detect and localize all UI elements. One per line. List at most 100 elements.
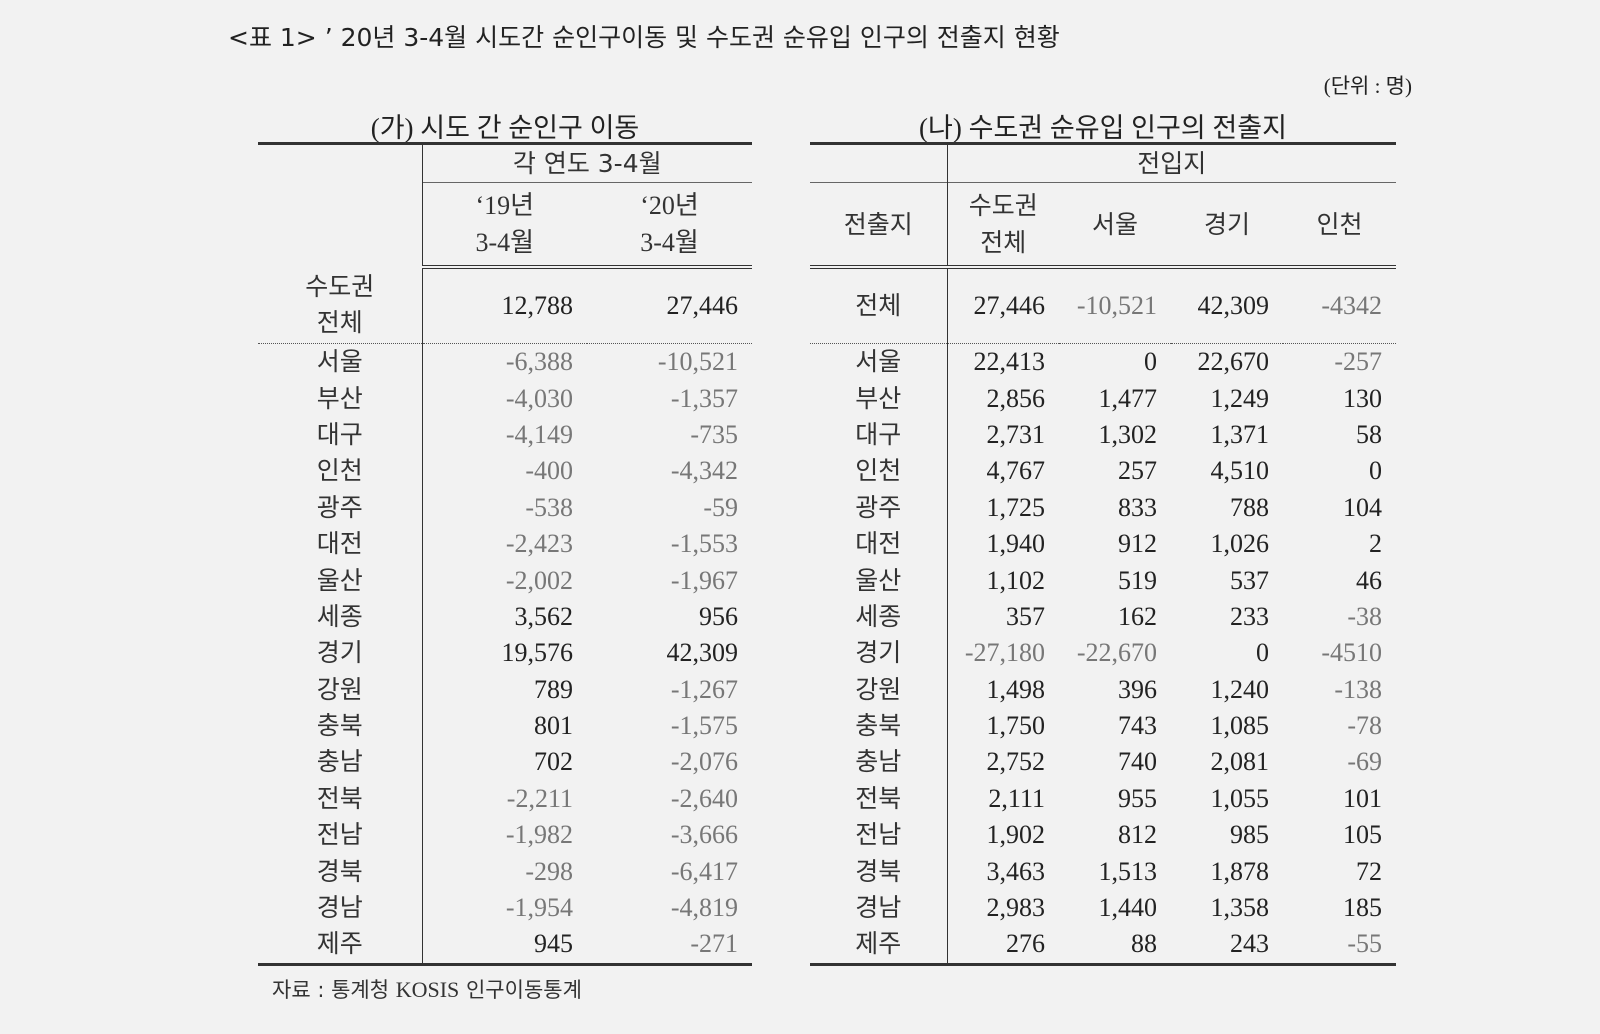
table-row: 부산 2,856 1,477 1,249 130 xyxy=(810,380,1396,417)
value-incheon: -55 xyxy=(1283,926,1396,966)
value-2020: -1,575 xyxy=(670,711,738,741)
region-label: 대구 xyxy=(258,416,423,454)
value-2019: 19,576 xyxy=(501,638,574,668)
origin-label: 강원 xyxy=(810,671,948,708)
table-row: 울산 -2,002 -1,967 xyxy=(258,562,752,599)
region-label: 제주 xyxy=(258,926,423,966)
origin-label: 전남 xyxy=(810,817,948,854)
value-2020: -1,967 xyxy=(670,565,738,595)
region-label: 경북 xyxy=(258,853,423,890)
table-b-title: (나) 수도권 순유입 인구의 전출지 xyxy=(919,113,1287,143)
region-label: 충북 xyxy=(258,707,423,745)
value-seoul: -10,521 xyxy=(1059,267,1171,344)
origin-label: 전체 xyxy=(810,267,948,344)
region-label: 인천 xyxy=(258,453,423,490)
value-2019: -1,982 xyxy=(505,820,573,850)
value-seoul: 740 xyxy=(1118,747,1157,777)
value-capital: -27,180 xyxy=(964,638,1045,668)
origin-table: 전입지 전출지 수도권 전체 서울 경기 인천 전체 27,446 -10,52… xyxy=(810,142,1396,966)
region-header-cell xyxy=(258,142,423,267)
value-seoul: 1,513 xyxy=(1098,856,1158,886)
value-2019: -2,002 xyxy=(505,565,573,595)
value-incheon: -38 xyxy=(1347,601,1382,631)
table-row: 충남 702 -2,076 xyxy=(258,744,752,781)
table-row: 대구 2,731 1,302 1,371 58 xyxy=(810,416,1396,454)
value-incheon: -4342 xyxy=(1283,267,1396,344)
value-seoul: 0 xyxy=(1144,347,1157,377)
table-row: 경기 19,576 42,309 xyxy=(258,635,752,672)
table-row: 세종 357 162 233 -38 xyxy=(810,598,1396,636)
table-row: 경북 -298 -6,417 xyxy=(258,853,752,890)
table-row: 서울 -6,388 -10,521 xyxy=(258,343,752,381)
value-seoul: 1,440 xyxy=(1098,893,1158,923)
value-incheon: 58 xyxy=(1356,419,1382,449)
table-row: 충북 801 -1,575 xyxy=(258,707,752,745)
value-2020: 956 xyxy=(699,601,738,631)
value-capital: 4,767 xyxy=(986,456,1046,486)
total-row: 수도권 전체 12,788 27,446 xyxy=(258,267,752,344)
table-row: 경기 -27,180 -22,670 0 -4510 xyxy=(810,635,1396,672)
region-label: 대전 xyxy=(258,525,423,563)
value-gyeonggi: 233 xyxy=(1230,601,1269,631)
region-label: 강원 xyxy=(258,671,423,708)
col-2019-header: ‘19년 3-4월 xyxy=(422,182,587,269)
table-row: 세종 3,562 956 xyxy=(258,598,752,636)
region-label: 세종 xyxy=(258,598,423,636)
table-row: 충북 1,750 743 1,085 -78 xyxy=(810,707,1396,745)
value-2020: -4,342 xyxy=(670,456,738,486)
value-seoul: 812 xyxy=(1118,820,1157,850)
value-2020: -4,819 xyxy=(670,893,738,923)
value-gyeonggi: 42,309 xyxy=(1171,267,1283,344)
region-label: 경기 xyxy=(258,635,423,672)
value-2019: -2,423 xyxy=(505,529,573,559)
value-capital: 1,498 xyxy=(986,674,1046,704)
origin-label: 제주 xyxy=(810,926,948,966)
origin-label: 경남 xyxy=(810,889,948,927)
unit-label: (단위 : 명) xyxy=(1323,74,1412,98)
value-seoul: -22,670 xyxy=(1076,638,1157,668)
table-row: 광주 -538 -59 xyxy=(258,489,752,526)
value-incheon: 105 xyxy=(1343,820,1382,850)
value-gyeonggi: 22,670 xyxy=(1197,347,1270,377)
value-capital: 276 xyxy=(947,926,1059,966)
col-incheon-header: 인천 xyxy=(1283,182,1396,269)
table-a-title: (가) 시도 간 순인구 이동 xyxy=(370,113,640,143)
table-row: 제주 276 88 243 -55 xyxy=(810,926,1396,966)
region-label: 충남 xyxy=(258,744,423,781)
value-gyeonggi: 1,026 xyxy=(1210,529,1270,559)
value-incheon: -257 xyxy=(1334,347,1382,377)
value-2020: -271 xyxy=(587,926,752,966)
table-row: 전남 1,902 812 985 105 xyxy=(810,817,1396,854)
origin-label: 울산 xyxy=(810,562,948,599)
table-row: 울산 1,102 519 537 46 xyxy=(810,562,1396,599)
value-2020: -2,640 xyxy=(670,783,738,813)
value-2020: -2,076 xyxy=(670,747,738,777)
value-seoul: 743 xyxy=(1118,711,1157,741)
value-capital: 2,983 xyxy=(986,893,1046,923)
origin-label: 대전 xyxy=(810,525,948,563)
value-gyeonggi: 1,055 xyxy=(1210,783,1270,813)
value-incheon: 104 xyxy=(1343,492,1382,522)
table-row: 전남 -1,982 -3,666 xyxy=(258,817,752,854)
value-incheon: 46 xyxy=(1356,565,1382,595)
value-gyeonggi: 2,081 xyxy=(1210,747,1270,777)
value-2020: -6,417 xyxy=(670,856,738,886)
region-label: 광주 xyxy=(258,489,423,526)
origin-label: 충북 xyxy=(810,707,948,745)
value-2020: -1,267 xyxy=(670,674,738,704)
origin-label: 부산 xyxy=(810,380,948,417)
table-row: 강원 1,498 396 1,240 -138 xyxy=(810,671,1396,708)
value-capital: 22,413 xyxy=(973,347,1046,377)
value-gyeonggi: 1,085 xyxy=(1210,711,1270,741)
value-2019: -6,388 xyxy=(505,347,573,377)
value-2019: 945 xyxy=(422,926,587,966)
value-capital: 2,856 xyxy=(986,383,1046,413)
table-caption: <표 1> ’ 20년 3-4월 시도간 순인구이동 및 수도권 순유입 인구의… xyxy=(228,23,1060,52)
table-row: 강원 789 -1,267 xyxy=(258,671,752,708)
value-gyeonggi: 243 xyxy=(1171,926,1283,966)
value-capital: 1,102 xyxy=(986,565,1046,595)
value-capital: 2,731 xyxy=(986,419,1046,449)
table-row: 인천 -400 -4,342 xyxy=(258,453,752,490)
value-incheon: 185 xyxy=(1343,893,1382,923)
value-2019: 702 xyxy=(534,747,573,777)
